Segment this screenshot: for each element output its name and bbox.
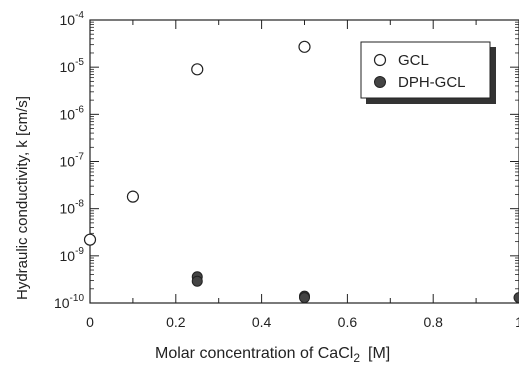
x-axis-title: Molar concentration of CaCl2 [M] <box>155 345 390 365</box>
data-points <box>83 40 519 304</box>
x-tick-label: 0.8 <box>423 314 443 330</box>
x-tick-label: 0 <box>86 314 94 330</box>
x-tick-label: 0.6 <box>338 314 358 330</box>
y-tick-label: 10-5 <box>60 57 85 75</box>
x-tick-label: 0.4 <box>252 314 272 330</box>
y-tick-label: 10-7 <box>60 152 85 170</box>
y-tick-labels: 10-4 10-5 10-6 10-7 10-8 10-9 10-10 <box>54 10 84 311</box>
y-axis-title: Hydraulic conductivity, k [cm/s] <box>14 96 31 300</box>
gcl-point <box>126 190 139 203</box>
legend-label-dph-gcl: DPH-GCL <box>398 74 466 91</box>
gcl-point <box>298 40 311 53</box>
gcl-point <box>83 233 97 246</box>
legend: GCL DPH-GCL <box>360 41 496 104</box>
x-tick-label: 1 <box>515 314 519 330</box>
legend-marker-dph-gcl <box>374 76 386 88</box>
y-tick-label: 10-4 <box>60 10 85 28</box>
y-tick-label: 10-6 <box>60 104 85 122</box>
dph-gcl-point <box>191 275 203 287</box>
axis-ticks <box>89 19 519 304</box>
y-tick-label: 10-10 <box>54 293 84 311</box>
x-tick-labels: 0 0.2 0.4 0.6 0.8 1 <box>86 314 519 330</box>
x-tick-label: 0.2 <box>166 314 186 330</box>
dph-gcl-point <box>299 292 310 304</box>
legend-box <box>360 41 491 99</box>
y-tick-label: 10-9 <box>60 246 85 264</box>
legend-label-gcl: GCL <box>398 52 429 69</box>
gcl-point <box>191 63 204 76</box>
dph-gcl-point <box>513 292 519 304</box>
legend-marker-gcl <box>373 53 387 67</box>
y-tick-label: 10-8 <box>60 199 85 217</box>
